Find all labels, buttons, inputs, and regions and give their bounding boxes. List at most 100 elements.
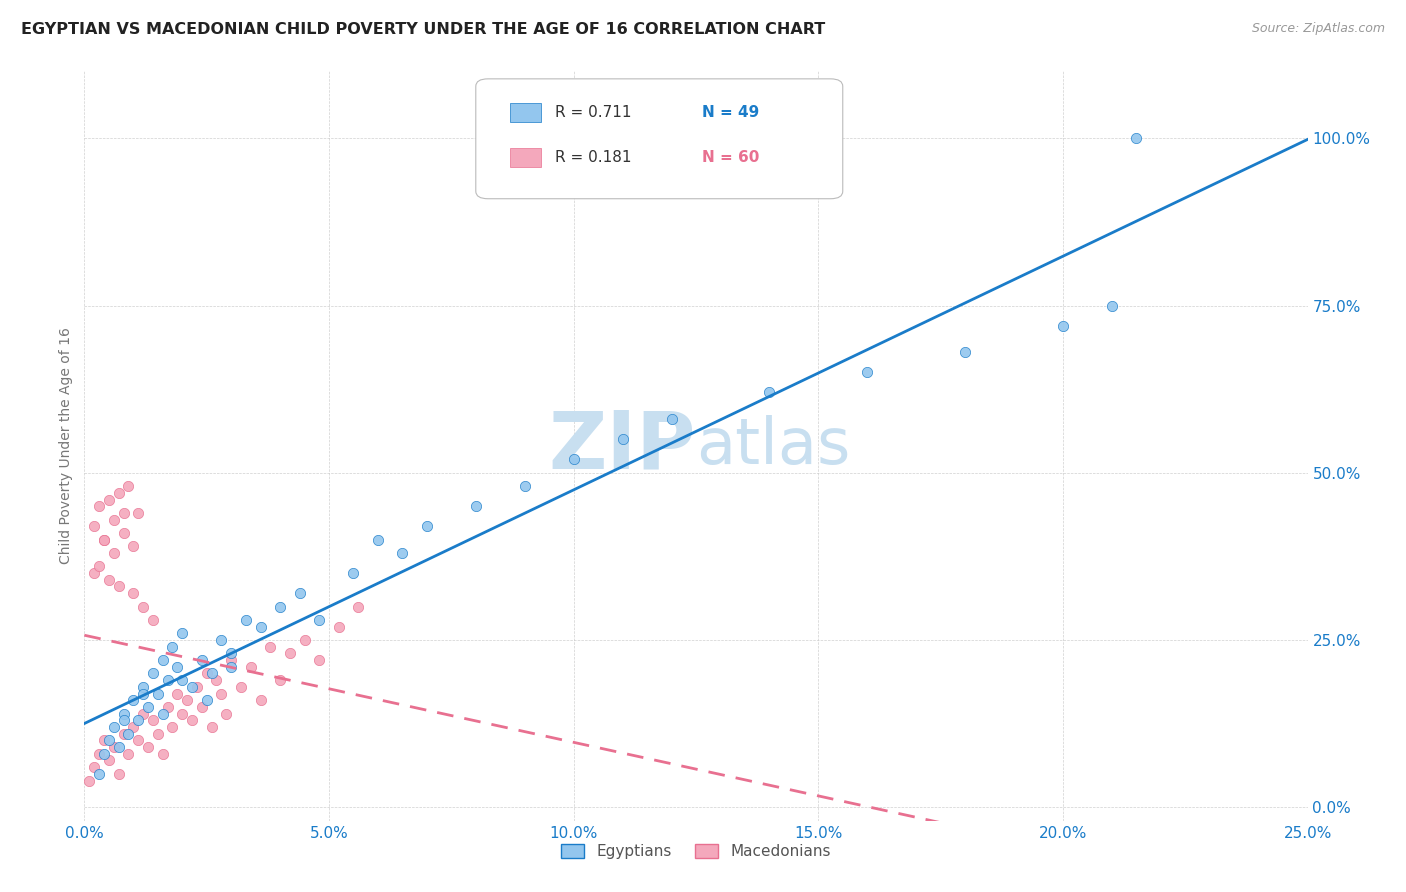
Point xyxy=(87,747,110,761)
Point xyxy=(97,733,120,747)
Point xyxy=(172,673,194,688)
Point xyxy=(191,700,214,714)
FancyBboxPatch shape xyxy=(510,148,541,167)
Point xyxy=(117,747,139,761)
Legend: Egyptians, Macedonians: Egyptians, Macedonians xyxy=(555,838,837,865)
Point xyxy=(83,519,105,533)
Y-axis label: Child Poverty Under the Age of 16: Child Poverty Under the Age of 16 xyxy=(59,327,73,565)
Point xyxy=(152,747,174,761)
Point xyxy=(152,653,174,667)
Point xyxy=(103,546,125,560)
Point xyxy=(269,673,291,688)
Point xyxy=(308,653,330,667)
FancyBboxPatch shape xyxy=(510,103,541,122)
Point xyxy=(107,580,129,594)
Text: N = 60: N = 60 xyxy=(702,150,759,165)
Text: Source: ZipAtlas.com: Source: ZipAtlas.com xyxy=(1251,22,1385,36)
Point xyxy=(288,586,311,600)
Point xyxy=(112,506,135,520)
Point xyxy=(107,767,129,781)
Point xyxy=(176,693,198,707)
Point xyxy=(97,573,120,587)
Point xyxy=(612,433,634,447)
Point xyxy=(93,533,115,547)
Point xyxy=(112,714,135,728)
Point xyxy=(87,559,110,574)
Point xyxy=(200,720,222,734)
Point xyxy=(1125,131,1147,145)
Point xyxy=(200,666,222,681)
Point xyxy=(661,412,683,426)
Point xyxy=(1052,318,1074,333)
Point xyxy=(209,633,232,648)
Point xyxy=(132,680,155,694)
Point xyxy=(136,700,159,714)
Point xyxy=(83,566,105,581)
Point xyxy=(166,687,188,701)
Point xyxy=(758,385,780,400)
Point xyxy=(127,733,149,747)
Point xyxy=(162,720,184,734)
Point xyxy=(269,599,291,614)
Text: EGYPTIAN VS MACEDONIAN CHILD POVERTY UNDER THE AGE OF 16 CORRELATION CHART: EGYPTIAN VS MACEDONIAN CHILD POVERTY UND… xyxy=(21,22,825,37)
Point xyxy=(146,726,169,740)
Point xyxy=(391,546,413,560)
Point xyxy=(87,500,110,514)
Point xyxy=(117,726,139,740)
Point xyxy=(209,687,232,701)
Point xyxy=(219,660,242,674)
Point xyxy=(235,613,257,627)
Point xyxy=(122,720,145,734)
Point xyxy=(112,526,135,541)
Point xyxy=(166,660,188,674)
Point xyxy=(249,693,271,707)
Point xyxy=(103,720,125,734)
Point xyxy=(93,747,115,761)
Text: atlas: atlas xyxy=(696,415,851,477)
Point xyxy=(127,506,149,520)
Point xyxy=(328,620,350,634)
Text: R = 0.711: R = 0.711 xyxy=(555,105,631,120)
Point xyxy=(181,680,204,694)
Point xyxy=(342,566,364,581)
Point xyxy=(195,666,218,681)
Point xyxy=(416,519,439,533)
Point xyxy=(219,653,242,667)
Point xyxy=(278,646,301,660)
Point xyxy=(122,539,145,553)
Point xyxy=(562,452,585,467)
Point xyxy=(97,492,120,507)
Text: ZIP: ZIP xyxy=(548,407,696,485)
Point xyxy=(132,687,155,701)
Point xyxy=(146,687,169,701)
Point xyxy=(205,673,228,688)
Point xyxy=(186,680,208,694)
Point xyxy=(856,366,879,380)
Point xyxy=(308,613,330,627)
Point xyxy=(259,640,281,654)
Point xyxy=(107,486,129,500)
Point xyxy=(229,680,252,694)
Point xyxy=(93,533,115,547)
Point xyxy=(122,586,145,600)
Point xyxy=(152,706,174,721)
Point xyxy=(87,767,110,781)
Text: R = 0.181: R = 0.181 xyxy=(555,150,631,165)
Point xyxy=(122,693,145,707)
Point xyxy=(156,700,179,714)
Text: N = 49: N = 49 xyxy=(702,105,759,120)
Point xyxy=(136,740,159,755)
Point xyxy=(513,479,536,493)
Point xyxy=(77,773,100,788)
Point xyxy=(156,673,179,688)
Point xyxy=(127,714,149,728)
Point xyxy=(107,740,129,755)
Point xyxy=(112,726,135,740)
Point xyxy=(1101,299,1123,313)
Point xyxy=(112,706,135,721)
Point xyxy=(215,706,238,721)
Point xyxy=(142,613,165,627)
FancyBboxPatch shape xyxy=(475,78,842,199)
Point xyxy=(117,479,139,493)
Point xyxy=(103,513,125,527)
